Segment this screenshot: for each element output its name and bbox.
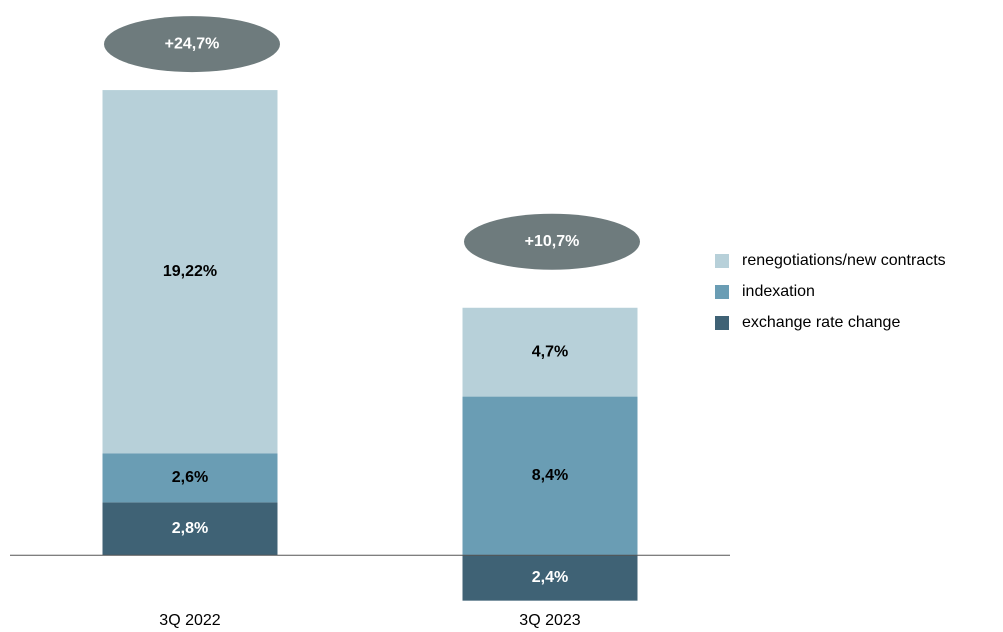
bar-segment: [102, 502, 278, 556]
legend-label: exchange rate change: [742, 314, 900, 331]
legend-label: indexation: [742, 283, 815, 300]
legend-swatch: [715, 316, 729, 330]
data-label: 4,7%: [532, 343, 568, 360]
bar-segment: [462, 555, 638, 601]
data-label: 19,22%: [163, 263, 217, 280]
total-badge: [464, 213, 640, 270]
total-label: +24,7%: [165, 35, 220, 52]
bar-segment: [102, 90, 278, 454]
x-tick-label: 3Q 2022: [159, 612, 220, 629]
bar-segment: [462, 396, 638, 556]
legend-label: renegotiations/new contracts: [742, 252, 946, 269]
data-label: 2,8%: [172, 520, 208, 537]
x-tick-label: 3Q 2023: [519, 612, 580, 629]
total-badge: [104, 16, 280, 73]
legend-swatch: [715, 254, 729, 268]
bar-segment: [102, 453, 278, 503]
data-label: 2,6%: [172, 469, 208, 486]
data-label: 8,4%: [532, 467, 568, 484]
legend-swatch: [715, 285, 729, 299]
data-label: 2,4%: [532, 569, 568, 586]
bar-segment: [462, 307, 638, 397]
total-label: +10,7%: [525, 233, 580, 250]
